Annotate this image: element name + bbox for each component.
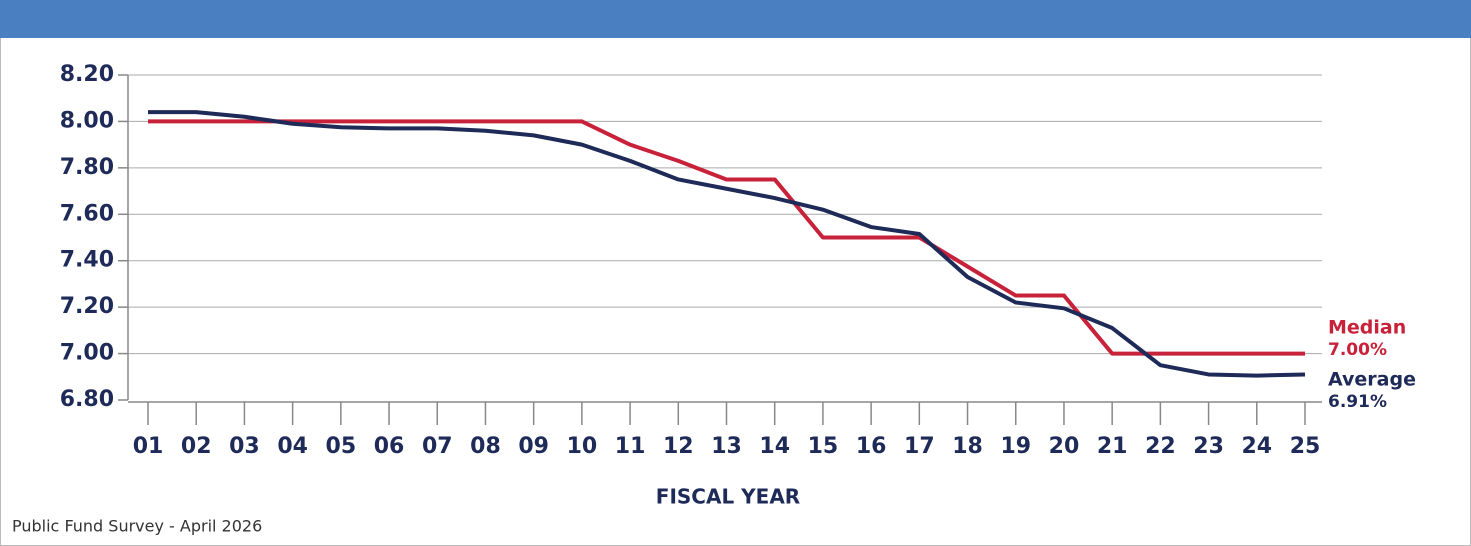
x-tick-label: 25 — [1290, 434, 1321, 459]
legend-label: Median — [1328, 317, 1406, 339]
x-tick-label: 02 — [181, 434, 212, 459]
x-tick-label: 14 — [759, 434, 790, 459]
x-tick-label: 22 — [1145, 434, 1176, 459]
x-tick-label: 18 — [952, 434, 983, 459]
x-tick-label: 06 — [374, 434, 405, 459]
x-tick-label: 16 — [856, 434, 887, 459]
x-tick-label: 19 — [1000, 434, 1031, 459]
x-tick-label: 04 — [277, 434, 308, 459]
x-axis-label: FISCAL YEAR — [656, 485, 800, 509]
y-tick-label: 8.00 — [60, 108, 114, 133]
y-tick-label: 7.00 — [60, 341, 114, 366]
x-tick-label: 24 — [1241, 434, 1272, 459]
y-tick-label: 7.80 — [60, 155, 114, 180]
value-label: 6.91% — [1328, 392, 1387, 412]
banner — [0, 0, 1471, 38]
x-tick-label: 07 — [422, 434, 453, 459]
x-tick-label: 05 — [326, 434, 357, 459]
x-tick-label: 08 — [470, 434, 501, 459]
y-tick-label: 7.40 — [60, 248, 114, 273]
series-line — [148, 119, 1305, 356]
x-tick-label: 01 — [133, 434, 164, 459]
x-tick-label: 17 — [904, 434, 935, 459]
value-label: 7.00% — [1328, 340, 1387, 360]
x-tick-label: 10 — [567, 434, 598, 459]
x-tick-label: 23 — [1193, 434, 1224, 459]
x-tick-label: 21 — [1097, 434, 1128, 459]
y-tick-label: 7.20 — [60, 294, 114, 319]
x-tick-label: 20 — [1049, 434, 1080, 459]
y-tick-label: 8.20 — [60, 62, 114, 87]
x-tick-label: 12 — [663, 434, 694, 459]
source: Public Fund Survey - April 2026 — [12, 517, 262, 536]
y-tick-label: 6.80 — [60, 387, 114, 412]
x-tick-label: 11 — [615, 434, 646, 459]
y-tick-label: 7.60 — [60, 201, 114, 226]
legend-label: Average — [1328, 369, 1416, 391]
x-tick-label: 13 — [711, 434, 742, 459]
x-tick-label: 03 — [229, 434, 260, 459]
x-tick-label: 09 — [518, 434, 549, 459]
x-tick-label: 15 — [808, 434, 839, 459]
series-line — [148, 110, 1306, 378]
